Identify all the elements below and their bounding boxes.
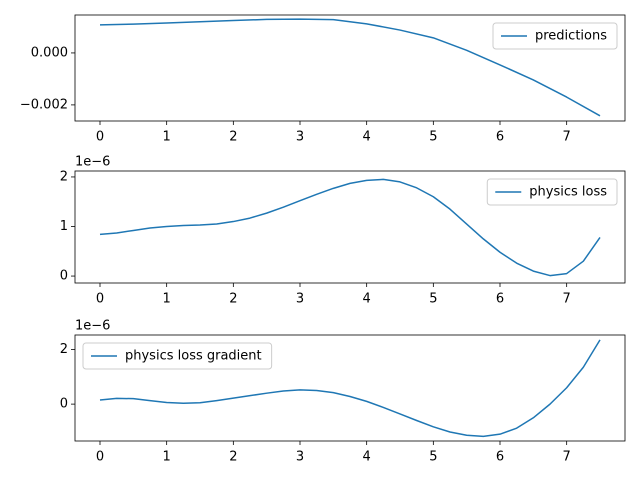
x-tick-label: 5 xyxy=(429,130,437,145)
x-tick-label: 2 xyxy=(229,130,237,145)
x-tick-label: 3 xyxy=(296,292,304,307)
x-tick-label: 5 xyxy=(429,292,437,307)
offset-text: 1e−6 xyxy=(75,155,110,170)
legend-label: physics loss xyxy=(529,185,607,200)
x-tick-label: 4 xyxy=(363,450,371,465)
y-tick-label: 2 xyxy=(60,169,68,184)
x-tick-label: 6 xyxy=(496,130,504,145)
x-tick-label: 3 xyxy=(296,130,304,145)
x-tick-label: 1 xyxy=(163,130,171,145)
x-tick-label: 7 xyxy=(563,450,571,465)
y-tick-label: 0 xyxy=(60,269,68,284)
line-series xyxy=(99,18,601,117)
line-series xyxy=(99,178,601,277)
legend-box xyxy=(492,22,618,50)
axes-frame xyxy=(74,170,626,284)
x-tick-label: 5 xyxy=(429,450,437,465)
x-tick-label: 0 xyxy=(96,130,104,145)
x-tick-label: 0 xyxy=(96,450,104,465)
offset-text: 1e−6 xyxy=(75,319,110,334)
axes-frame xyxy=(74,14,626,122)
x-tick-label: 6 xyxy=(496,292,504,307)
y-tick-label: 2 xyxy=(60,342,68,357)
x-tick-label: 4 xyxy=(363,292,371,307)
legend-label: predictions xyxy=(535,29,607,44)
x-tick-label: 2 xyxy=(229,292,237,307)
legend-label: physics loss gradient xyxy=(125,349,262,364)
legend-box xyxy=(486,178,618,206)
x-tick-label: 0 xyxy=(96,292,104,307)
y-tick-label: 0.000 xyxy=(31,45,68,60)
x-tick-label: 2 xyxy=(229,450,237,465)
y-tick-label: 0 xyxy=(60,397,68,412)
x-tick-label: 1 xyxy=(163,450,171,465)
axes-frame xyxy=(74,334,626,442)
legend-box xyxy=(82,342,273,370)
y-tick-label: −0.002 xyxy=(20,97,68,112)
x-tick-label: 4 xyxy=(363,130,371,145)
x-tick-label: 1 xyxy=(163,292,171,307)
line-series xyxy=(99,339,601,438)
y-tick-label: 1 xyxy=(60,219,68,234)
x-tick-label: 7 xyxy=(563,130,571,145)
x-tick-label: 3 xyxy=(296,450,304,465)
x-tick-label: 7 xyxy=(563,292,571,307)
x-tick-label: 6 xyxy=(496,450,504,465)
